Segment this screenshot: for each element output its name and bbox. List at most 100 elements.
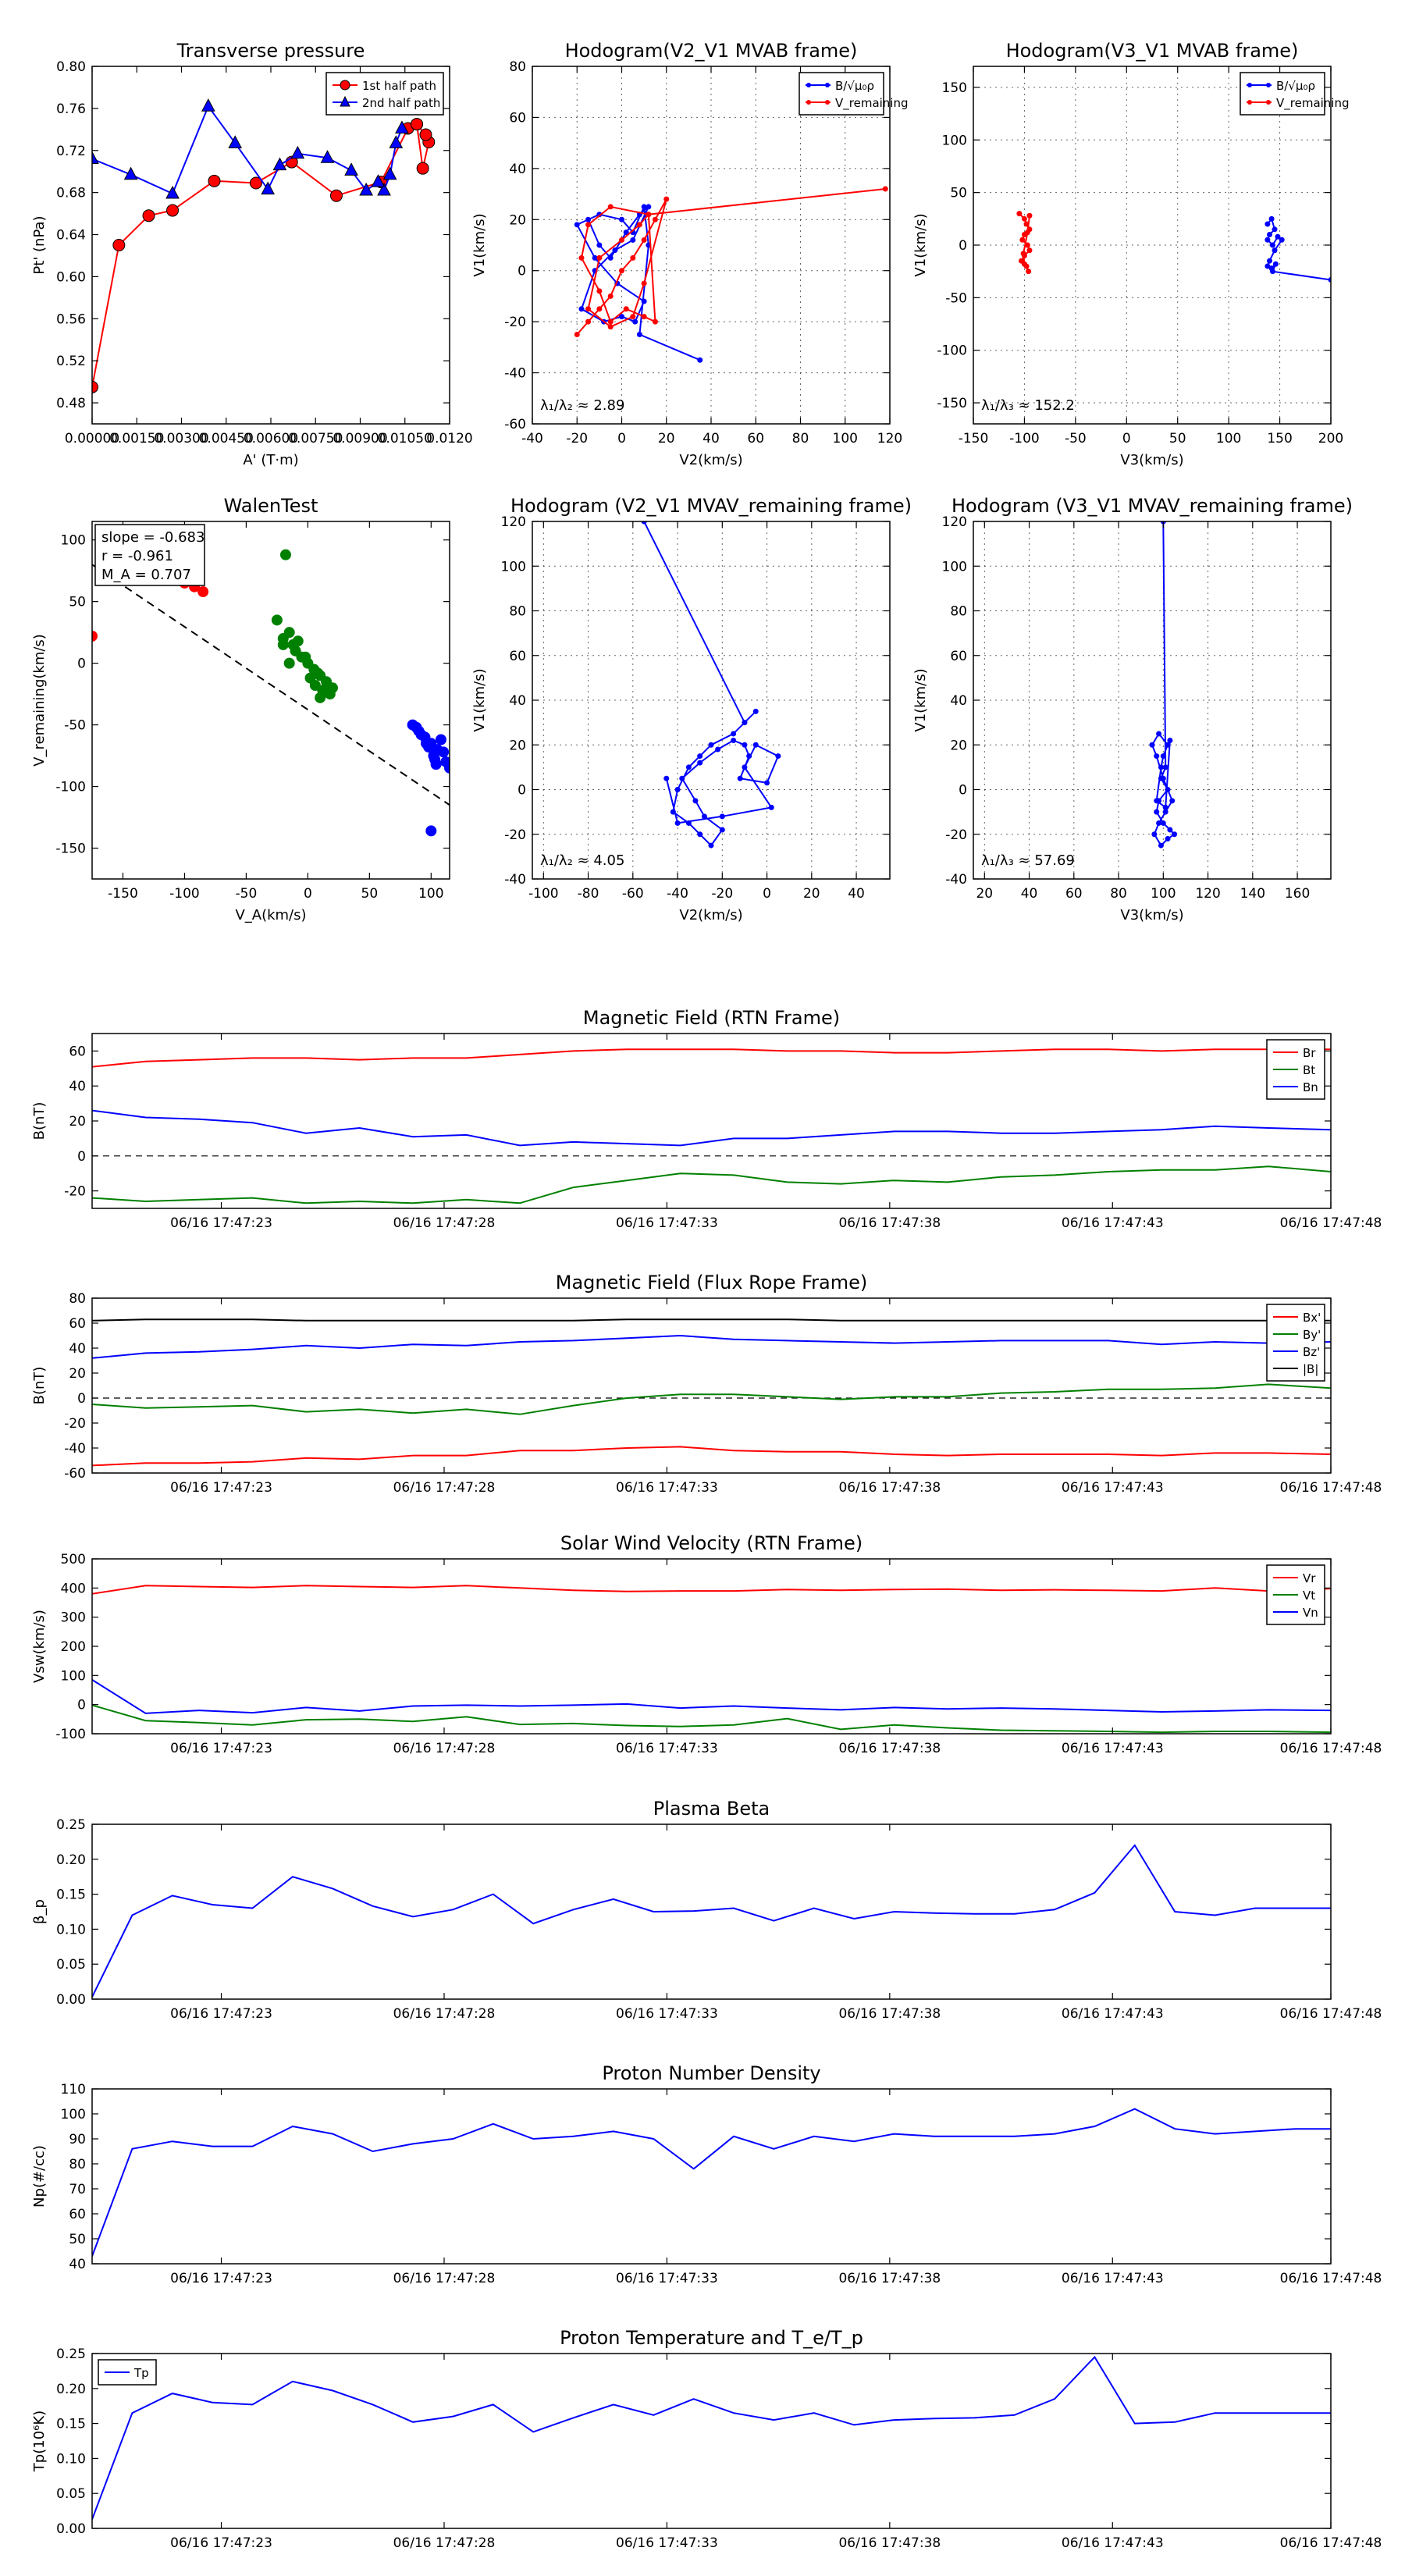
legend-label: B/√μ₀ρ — [1276, 79, 1315, 93]
marker-dot — [764, 780, 770, 786]
chart-title: WalenTest — [224, 495, 318, 517]
series-line-Vremaining — [1019, 212, 1031, 272]
x-tick-label: -100 — [169, 886, 200, 902]
chart-h3: Hodogram (V2_V1 MVAV_remaining frame) -10… — [471, 495, 912, 923]
marker-dot — [882, 186, 888, 192]
y-axis-label: Vsw(km/s) — [31, 1610, 48, 1683]
marker-triangle — [272, 157, 287, 171]
series-group — [92, 2108, 1331, 2257]
series-line-V — [643, 521, 780, 847]
x-tick-label: 06/16 17:47:28 — [393, 2535, 496, 2551]
x-axis-label: V_A(km/s) — [235, 907, 306, 923]
y-tick-label: -60 — [64, 1466, 86, 1482]
chart-h4: Hodogram (V3_V1 MVAV_remaining frame) 20 4… — [912, 495, 1353, 923]
series-line-By — [92, 1383, 1331, 1415]
y-tick-label: 80 — [69, 1291, 86, 1307]
marker-dot — [768, 804, 774, 810]
y-tick-label: -20 — [945, 827, 967, 843]
y-tick-label: -150 — [937, 396, 967, 411]
y-tick-label: 0 — [959, 783, 967, 799]
marker-dot — [596, 242, 603, 248]
y-tick-label: 100 — [501, 559, 526, 575]
marker-dot — [592, 254, 598, 261]
marker-triangle — [165, 185, 180, 199]
chart-tpr: Proton Temperature and T_e/T_p 06/16 17:4… — [31, 2327, 1382, 2551]
marker-dot — [574, 332, 580, 337]
marker-dot — [731, 731, 737, 737]
marker-dot — [585, 216, 592, 222]
plot-frame — [532, 66, 891, 425]
marker-dot — [1154, 809, 1160, 815]
y-tick-label: 0.20 — [56, 2382, 86, 2397]
y-tick-label: 60 — [69, 2207, 86, 2222]
marker-dot — [607, 324, 614, 330]
marker-dot — [685, 820, 692, 826]
x-tick-label: 100 — [833, 431, 858, 447]
legend-marker — [1247, 100, 1252, 105]
y-tick-label: 400 — [61, 1581, 86, 1596]
marker-dot — [1016, 211, 1023, 217]
x-tick-label: 100 — [418, 886, 443, 902]
marker-dot — [585, 222, 592, 228]
x-tick-label: 0 — [304, 886, 312, 902]
marker-circle — [166, 204, 180, 217]
legend-marker — [340, 80, 350, 91]
y-axis-label: V1(km/s) — [912, 668, 929, 731]
x-tick-label: 160 — [1285, 886, 1310, 902]
y-tick-label: 20 — [509, 738, 526, 753]
x-tick-label: 60 — [747, 431, 764, 447]
marker-dot — [1026, 247, 1033, 254]
series-group — [92, 2355, 1331, 2520]
y-tick-label: 80 — [69, 2157, 86, 2172]
marker-dot — [692, 798, 699, 804]
marker-dot — [646, 204, 652, 210]
y-tick-label: 150 — [942, 80, 967, 96]
y-tick-label: 40 — [69, 1341, 86, 1357]
legend-label: By' — [1303, 1328, 1321, 1342]
chart-title: Solar Wind Velocity (RTN Frame) — [560, 1532, 863, 1554]
marker-dot — [585, 318, 592, 325]
marker-dot — [607, 204, 614, 210]
x-tick-label: 0.00300 — [154, 431, 208, 447]
y-tick-label: 0.60 — [56, 269, 86, 285]
y-tick-label: 0 — [77, 1698, 86, 1713]
y-tick-label: 0.76 — [56, 101, 86, 117]
y-tick-label: 500 — [61, 1552, 86, 1567]
series-group — [92, 1844, 1331, 1998]
y-tick-label: -40 — [504, 872, 526, 888]
legend-marker — [806, 83, 811, 87]
x-tick-label: 06/16 17:47:28 — [393, 2271, 496, 2286]
y-tick-label: 60 — [950, 649, 967, 664]
marker-dot — [607, 318, 614, 325]
marker-dot — [619, 314, 624, 320]
x-tick-label: 06/16 17:47:48 — [1280, 2271, 1382, 2286]
x-tick-label: 100 — [1151, 886, 1176, 902]
marker-dot — [701, 813, 707, 820]
series-group — [92, 549, 450, 837]
marker-dot — [585, 306, 592, 312]
x-tick-label: 50 — [361, 886, 379, 902]
x-tick-label: 06/16 17:47:38 — [838, 1215, 941, 1231]
x-tick-label: 150 — [1267, 431, 1292, 447]
marker-circle — [142, 209, 155, 222]
chart-title: Hodogram (V2_V1 MVAV_remaining frame) — [510, 495, 912, 517]
y-tick-label: 120 — [501, 514, 526, 530]
x-axis-label: A' (T·m) — [243, 452, 298, 468]
marker-dot — [1272, 226, 1278, 233]
x-tick-label: 06/16 17:47:23 — [170, 1480, 272, 1496]
series-group — [1149, 521, 1178, 849]
marker-dot — [623, 306, 629, 312]
marker-dot — [1172, 831, 1178, 838]
marker-dot — [596, 306, 603, 312]
chart-sw: Solar Wind Velocity (RTN Frame) 06/16 17:… — [31, 1532, 1382, 1756]
x-tick-label: 100 — [1216, 431, 1241, 447]
y-tick-label: -100 — [55, 780, 86, 795]
x-tick-label: 200 — [1318, 431, 1343, 447]
x-axis-label: V2(km/s) — [679, 907, 742, 923]
marker-triangle — [359, 182, 373, 196]
chart-title: Hodogram (V3_V1 MVAV_remaining frame) — [951, 495, 1353, 517]
x-tick-label: -40 — [521, 431, 543, 447]
chart-title: Transverse pressure — [176, 40, 365, 62]
y-axis-label: Pt' (nPa) — [31, 215, 48, 274]
marker-dot — [697, 831, 703, 838]
